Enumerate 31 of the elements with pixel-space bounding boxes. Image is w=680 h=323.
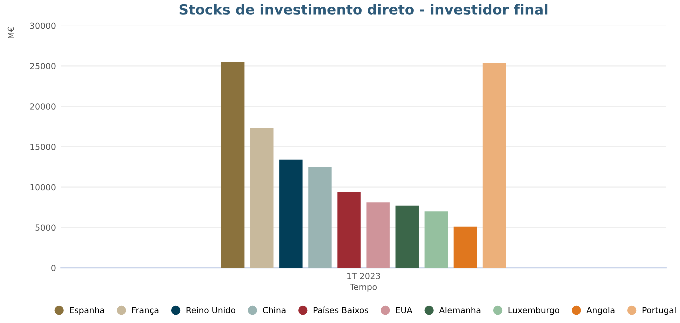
- legend-label: Espanha: [70, 307, 104, 316]
- y-tick-label: 30000: [30, 22, 56, 30]
- x-tick-label: 1T 2023: [348, 273, 380, 280]
- legend-label: França: [132, 307, 159, 316]
- chart-title: Stocks de investimento direto - investidor final: [180, 4, 548, 15]
- bar: [454, 226, 478, 268]
- legend-label: EUA: [396, 307, 413, 314]
- bar: [308, 167, 332, 268]
- bar: [396, 206, 419, 268]
- legend-label: Países Baixos: [314, 306, 369, 314]
- y-axis-title: M€: [8, 27, 14, 39]
- y-tick-label: 10000: [30, 184, 56, 191]
- bar: [221, 62, 245, 268]
- legend-label: China: [263, 307, 286, 314]
- bar: [482, 62, 506, 268]
- legend-label: Portugal: [642, 307, 676, 316]
- y-tick-label: 15000: [30, 144, 56, 150]
- y-tick-label: 25000: [30, 63, 56, 70]
- bar: [338, 192, 361, 268]
- bar: [250, 128, 274, 268]
- bar: [366, 202, 390, 268]
- y-tick-label: 0: [52, 265, 56, 272]
- bar: [424, 212, 448, 268]
- bar: [280, 160, 303, 268]
- y-tick-label: 20000: [30, 104, 56, 110]
- x-axis-title: Tempo: [350, 284, 377, 292]
- legend-label: Reino Unido: [186, 307, 236, 314]
- legend-label: Alemanha: [439, 307, 481, 314]
- legend-label: Angola: [586, 307, 615, 316]
- legend-label: Luxemburgo: [508, 307, 560, 316]
- y-tick-label: 5000: [36, 224, 56, 231]
